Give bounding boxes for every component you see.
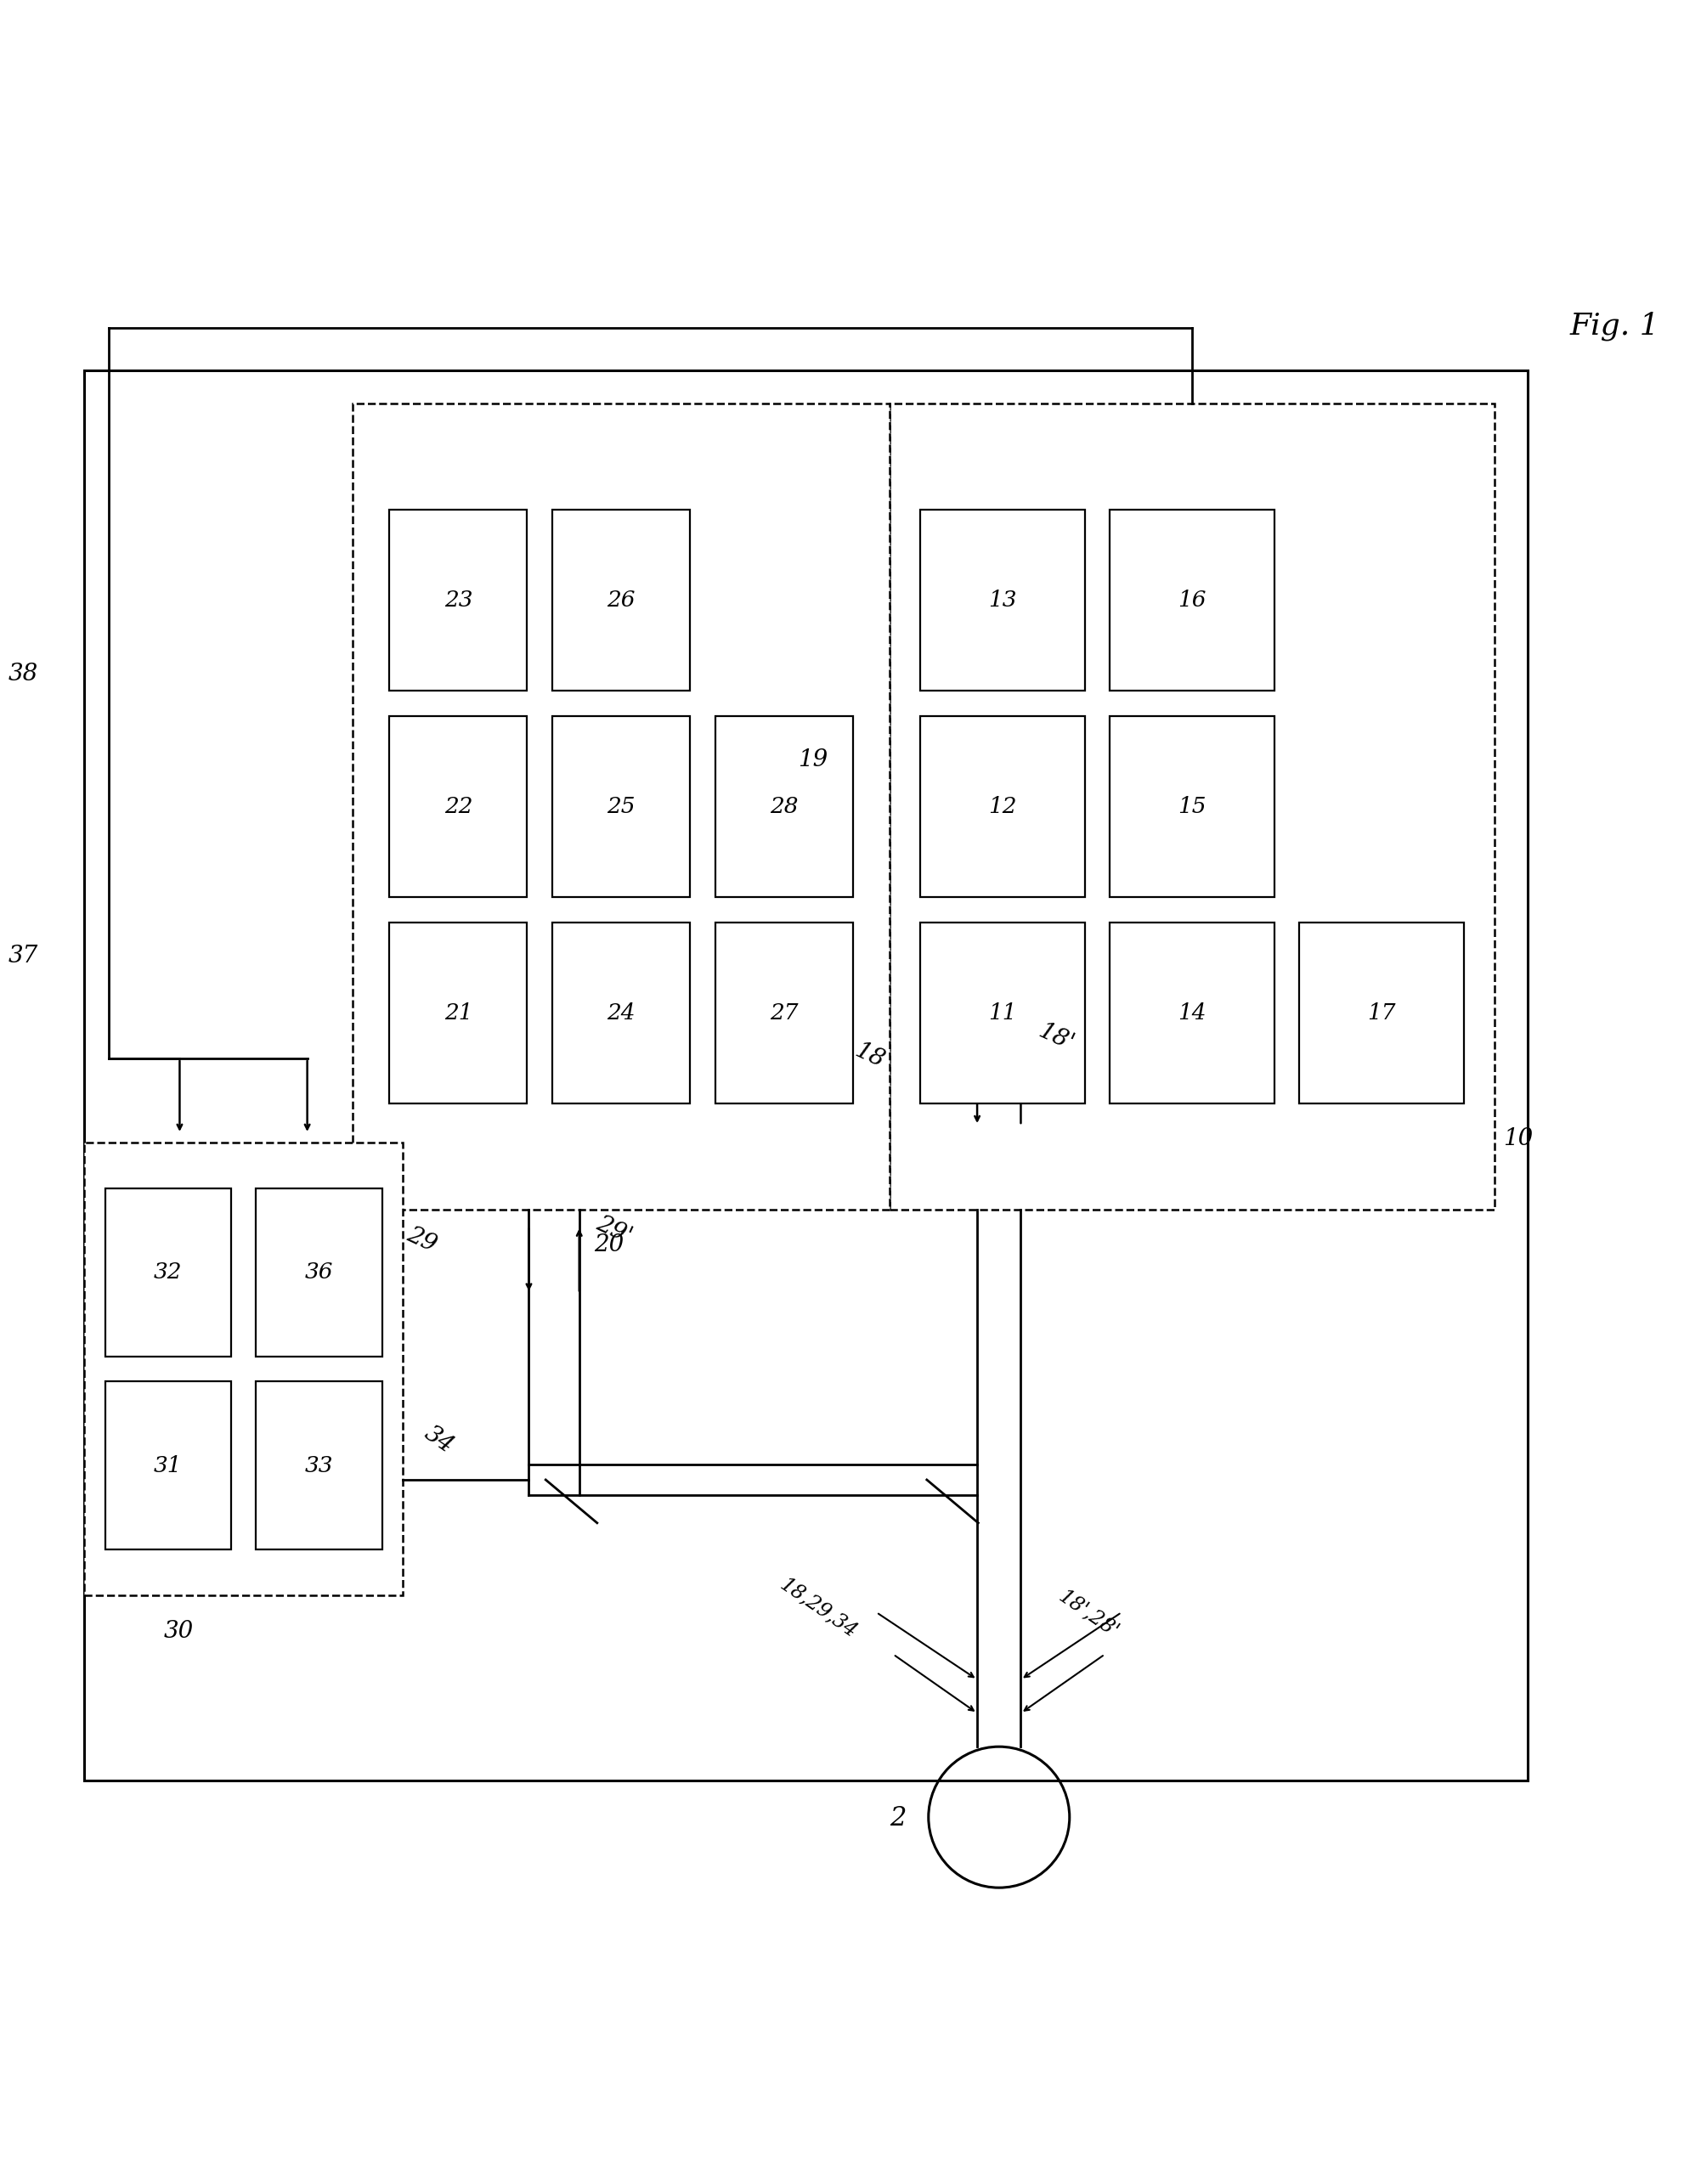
Text: 22: 22: [445, 795, 473, 817]
Text: 20: 20: [594, 1234, 625, 1256]
Bar: [389, 922, 527, 1103]
Text: 23: 23: [445, 590, 473, 612]
Text: 18,29,34: 18,29,34: [776, 1575, 861, 1642]
Text: 14: 14: [1177, 1002, 1206, 1024]
Bar: [716, 922, 852, 1103]
Text: 25: 25: [606, 795, 635, 817]
Text: 29: 29: [402, 1223, 440, 1256]
Bar: [552, 716, 690, 898]
Bar: [389, 509, 527, 690]
Text: 16: 16: [1177, 590, 1206, 612]
Bar: [1110, 716, 1275, 898]
Text: 18',28': 18',28': [1054, 1586, 1122, 1642]
Bar: [104, 1188, 231, 1356]
Bar: [1300, 922, 1463, 1103]
Bar: [84, 1142, 402, 1597]
Text: 18': 18': [1034, 1020, 1078, 1055]
Text: 12: 12: [989, 795, 1017, 817]
Bar: [919, 716, 1084, 898]
Text: 2: 2: [889, 1806, 906, 1832]
Bar: [256, 1382, 382, 1548]
Bar: [84, 369, 1527, 1780]
Text: 15: 15: [1177, 795, 1206, 817]
Text: 38: 38: [8, 662, 39, 686]
Text: 28: 28: [770, 795, 798, 817]
Text: 29': 29': [593, 1212, 635, 1249]
Text: 13: 13: [989, 590, 1017, 612]
Bar: [919, 509, 1084, 690]
Text: 36: 36: [305, 1262, 333, 1282]
Text: Fig. 1: Fig. 1: [1569, 312, 1660, 341]
Text: 19: 19: [798, 749, 827, 771]
Text: 27: 27: [770, 1002, 798, 1024]
Text: 26: 26: [606, 590, 635, 612]
Bar: [256, 1188, 382, 1356]
Text: 24: 24: [606, 1002, 635, 1024]
Bar: [389, 716, 527, 898]
Bar: [1110, 509, 1275, 690]
Text: 37: 37: [8, 943, 39, 968]
Bar: [716, 716, 852, 898]
Bar: [1110, 922, 1275, 1103]
Text: 18: 18: [850, 1037, 887, 1072]
Text: 21: 21: [445, 1002, 473, 1024]
Text: 11: 11: [989, 1002, 1017, 1024]
Bar: [889, 404, 1494, 1210]
Bar: [104, 1382, 231, 1548]
Text: 30: 30: [163, 1621, 194, 1642]
Text: 34: 34: [419, 1422, 458, 1459]
Text: 31: 31: [153, 1455, 182, 1476]
Bar: [352, 404, 889, 1210]
Bar: [552, 509, 690, 690]
Text: 33: 33: [305, 1455, 333, 1476]
Text: 10: 10: [1502, 1127, 1532, 1151]
Bar: [552, 922, 690, 1103]
Text: 32: 32: [153, 1262, 182, 1282]
Text: 17: 17: [1367, 1002, 1396, 1024]
Bar: [919, 922, 1084, 1103]
